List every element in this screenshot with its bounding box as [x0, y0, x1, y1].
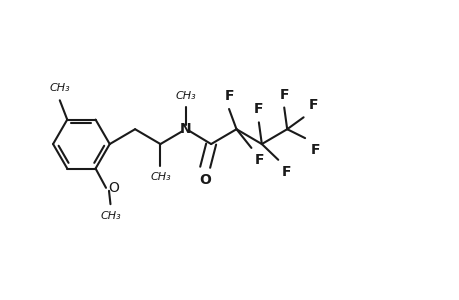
Text: F: F: [308, 98, 318, 112]
Text: F: F: [281, 165, 291, 179]
Text: O: O: [108, 181, 119, 195]
Text: N: N: [179, 122, 191, 136]
Text: F: F: [253, 102, 263, 116]
Text: F: F: [224, 89, 233, 103]
Text: CH₃: CH₃: [50, 83, 70, 93]
Text: F: F: [310, 142, 319, 157]
Text: CH₃: CH₃: [150, 172, 170, 182]
Text: F: F: [279, 88, 288, 102]
Text: CH₃: CH₃: [175, 91, 196, 101]
Text: F: F: [254, 153, 264, 167]
Text: O: O: [199, 173, 211, 187]
Text: CH₃: CH₃: [100, 211, 121, 221]
